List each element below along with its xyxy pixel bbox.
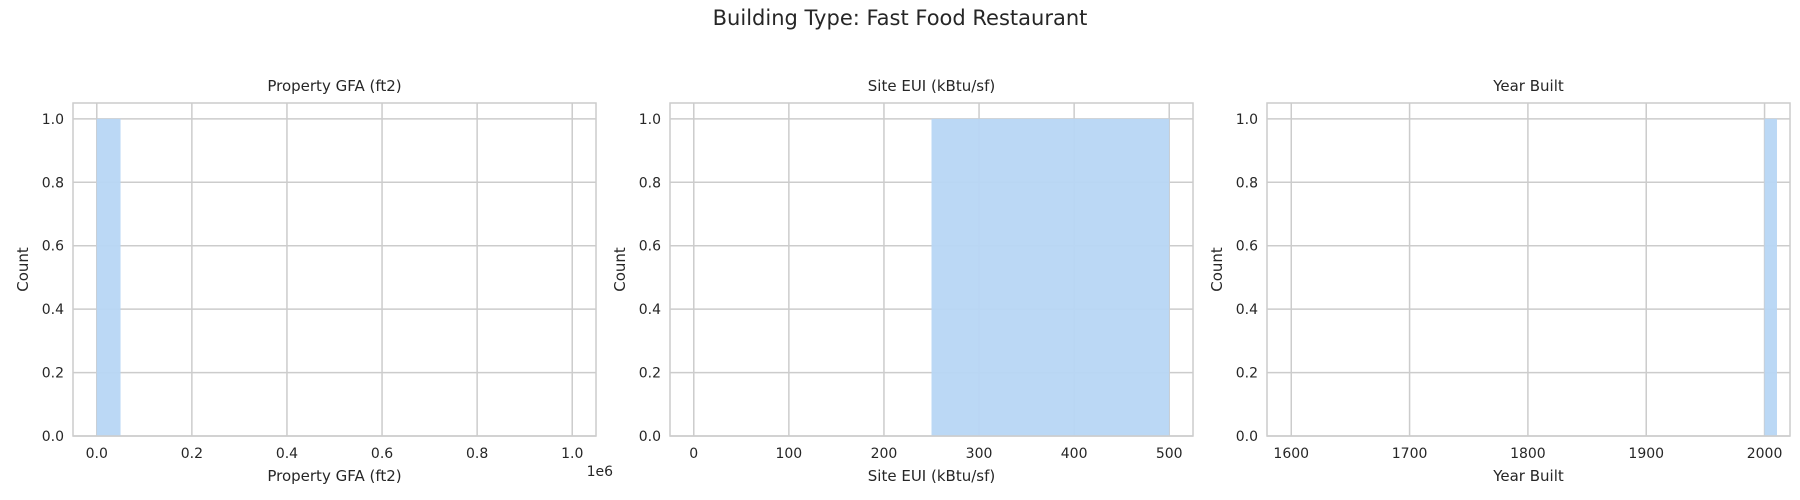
x-tick-label: 0 (689, 446, 698, 462)
subplot-title: Site EUI (kBtu/sf) (868, 77, 995, 95)
x-tick-label: 400 (1061, 446, 1088, 462)
subplot-1: 0.0 0.2 0.4 0.6 0.8 1.0 0.0 0.2 0.4 0.6 0.8 1.0 Prop… (14, 77, 613, 485)
y-tick-label: 0.6 (42, 239, 64, 255)
figure-title: Building Type: Fast Food Restaurant (712, 6, 1088, 30)
y-tick-label: 0.8 (1236, 175, 1258, 191)
y-tick-label: 1.0 (1236, 112, 1258, 128)
x-tick-label: 0.8 (466, 446, 488, 462)
subplot-3: 1600 1700 1800 1900 2000 0.0 0.2 0.4 0.6 0.8 1.0 Ye… (1208, 77, 1791, 485)
y-tick-label: 0.0 (42, 429, 64, 445)
x-tick-label: 1600 (1273, 446, 1309, 462)
y-tick-label: 0.0 (1236, 429, 1258, 445)
y-tick-label: 0.8 (42, 175, 64, 191)
y-tick-label: 0.4 (639, 302, 661, 318)
subplot-title: Year Built (1492, 77, 1564, 95)
y-tick-label: 0.6 (1236, 239, 1258, 255)
x-tick-label: 0.0 (86, 446, 108, 462)
x-tick-label: 1900 (1628, 446, 1664, 462)
x-axis-label: Year Built (1492, 467, 1564, 485)
y-tick-label: 0.4 (1236, 302, 1258, 318)
y-tick-label: 1.0 (42, 112, 64, 128)
y-tick-label: 0.0 (639, 429, 661, 445)
y-tick-label: 0.2 (1236, 366, 1258, 382)
y-axis-label: Count (14, 247, 32, 292)
y-tick-label: 0.2 (42, 366, 64, 382)
plot-frame (72, 102, 597, 437)
histogram-bar (931, 118, 1170, 436)
y-tick-label: 1.0 (639, 112, 661, 128)
histogram-bar (1764, 118, 1777, 436)
x-tick-label: 100 (775, 446, 802, 462)
x-tick-label: 500 (1156, 446, 1183, 462)
subplot-title: Property GFA (ft2) (267, 77, 401, 95)
x-axis-label: Site EUI (kBtu/sf) (868, 467, 995, 485)
x-tick-label: 300 (966, 446, 993, 462)
x-tick-label: 0.6 (371, 446, 393, 462)
x-axis-label: Property GFA (ft2) (267, 467, 401, 485)
x-tick-label: 0.4 (276, 446, 298, 462)
plot-frame (669, 102, 1194, 437)
y-tick-label: 0.2 (639, 366, 661, 382)
plot-area (73, 103, 596, 436)
y-tick-label: 0.8 (639, 175, 661, 191)
y-axis-label: Count (1208, 247, 1226, 292)
plot-frame (1266, 102, 1791, 437)
subplot-2: 0 100 200 300 400 500 0.0 0.2 0.4 0.6 0.8 1.0 Site E… (611, 77, 1194, 485)
x-tick-label: 1700 (1392, 446, 1428, 462)
y-axis-label: Count (611, 247, 629, 292)
x-tick-label: 2000 (1747, 446, 1783, 462)
x-tick-label: 1800 (1510, 446, 1546, 462)
y-tick-label: 0.6 (639, 239, 661, 255)
y-tick-label: 0.4 (42, 302, 64, 318)
x-tick-label: 0.2 (181, 446, 203, 462)
x-tick-label: 1.0 (561, 446, 583, 462)
x-offset-label: 1e6 (587, 464, 614, 480)
x-tick-label: 200 (871, 446, 898, 462)
histogram-bar (96, 118, 121, 436)
